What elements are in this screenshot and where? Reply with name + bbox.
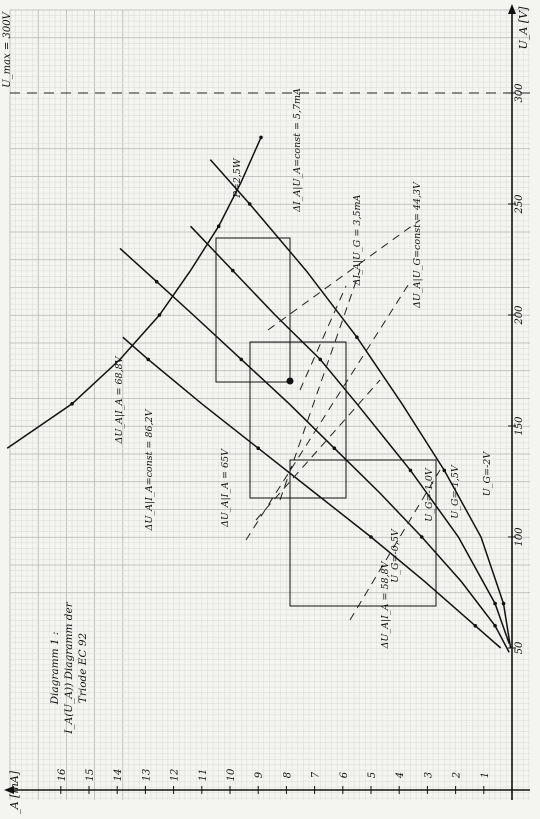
annotation: ΔU_A|I_A = 68,8V [114,355,125,444]
series-point [318,357,323,362]
current-tick-label: 16 [57,768,68,781]
series-label: U_G=-1,0V [424,467,435,522]
series-point [493,601,497,606]
current-tick-label: 13 [141,769,152,782]
current-tick-label: 3 [423,772,434,778]
construction-line [245,281,411,541]
voltage-tick-label: 150 [514,416,525,436]
annotation: ΔU_A|I_A = 58,8V [380,560,391,649]
chart-title-line: I_A(U_A)) Diagramm der [63,601,75,735]
current-tick-label: 2 [452,772,463,779]
current-tick-label: 14 [113,769,124,782]
series-point [419,535,424,539]
series-point [355,335,359,340]
delta-rectangle [249,341,347,499]
current-axis-arrow [4,786,14,794]
current-tick-label: 12 [170,769,181,782]
current-tick-label: 7 [311,771,322,778]
series-point [493,624,497,628]
annotation: ΔU_A|I_A = 65V [220,448,231,528]
current-tick-label: 1 [480,772,491,778]
graph-paper-grid [9,9,530,800]
series-point [216,224,221,228]
series-label: U_G=-0,5V [390,528,401,583]
current-tick-label: 9 [254,771,265,778]
construction-line [349,469,441,621]
series-label: P=2,5W [232,157,243,198]
series-point [259,135,263,140]
annotation: ΔU_A|I_A=const = 86,2V [144,408,155,531]
series-point [154,279,159,284]
construction-line [299,285,347,391]
series-point [256,446,261,451]
construction-line [267,219,421,331]
annotation: ΔU_A|U_G=const = 44,3V [412,181,423,309]
current-tick-label: 8 [282,772,293,778]
current-tick-label: 5 [367,772,378,778]
current-tick-label: 11 [198,769,209,782]
voltage-axis-label: U_A [V] [517,6,530,49]
voltage-tick-label: 250 [514,194,525,215]
umax-label: U_max = 300V [2,10,13,87]
voltage-tick-label: 300 [514,83,525,103]
chart-title-line: Triode EC 92 [77,632,89,703]
series-line [209,159,512,649]
series-point [408,468,413,473]
annotation: ΔI_A|U_G = 3,5mA [352,194,363,286]
series-line [122,336,502,649]
chart-labels: 5010015020025030012345678910111213141516… [2,6,530,819]
annotation: ΔI_A|U_A=const = 5,7mA [292,88,303,213]
current-axis-label: I_A [mA] [8,770,21,814]
current-tick-label: 10 [226,768,237,781]
voltage-axis-arrow [508,4,516,14]
current-tick-label: 6 [339,771,350,778]
series-point [247,202,252,206]
series-point [157,313,162,317]
series-label: U_G=-1,5V [450,464,461,519]
series-point [70,402,74,406]
delta-rectangle [289,459,437,607]
series-point [332,446,337,451]
series-point [231,268,235,273]
chart-title-line: Diagramm 1 : [49,632,61,706]
voltage-tick-label: 100 [514,527,525,547]
series-curves [6,135,512,653]
series-point [239,357,244,362]
axes [4,4,530,800]
series-label: U_G=-2V [482,451,493,497]
voltage-tick-label: 50 [514,641,525,654]
current-tick-label: 4 [395,772,406,779]
series-point [146,357,151,362]
operating-point [286,377,294,385]
series-line [6,137,262,449]
series-point [501,601,506,606]
delta-rectangle [215,237,291,383]
voltage-tick-label: 200 [514,305,525,326]
series-point [442,468,447,473]
construction-line [255,379,381,521]
series-point [473,624,478,628]
current-tick-label: 15 [85,769,96,782]
series-point [369,535,373,539]
construction-line [279,269,361,501]
series-line [189,225,510,644]
